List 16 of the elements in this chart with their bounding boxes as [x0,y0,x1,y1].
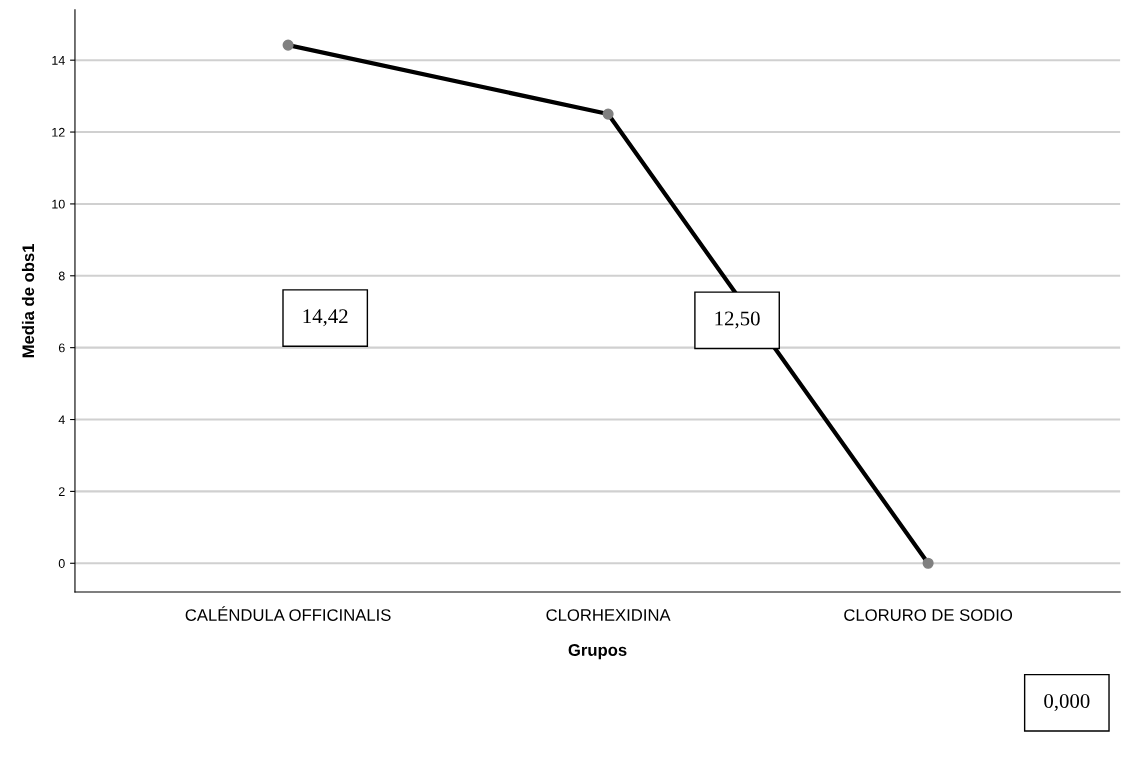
y-axis-title: Media de obs1 [21,243,35,358]
text: 12,50 [715,311,760,329]
y-tick-label: 4 [58,415,65,425]
x-axis-title: Grupos [568,644,627,660]
x-tick-label: CALÉNDULA OFFICINALIS [185,606,391,621]
y-tick-label: 2 [58,487,65,496]
x-tick-label: CLORURO DE SODIO [844,609,1013,621]
x-tick-label: CLORHEXIDINA [546,609,671,621]
y-tick-label: 8 [58,271,65,281]
text: 14,42 [303,309,348,327]
y-tick-label: 6 [58,343,65,353]
text: 0,000 [1044,693,1090,712]
y-tick-label: 14 [52,56,65,65]
y-tick-label: 12 [52,127,65,137]
y-tick-label: 0 [58,559,65,568]
y-tick-label: 10 [52,199,65,209]
